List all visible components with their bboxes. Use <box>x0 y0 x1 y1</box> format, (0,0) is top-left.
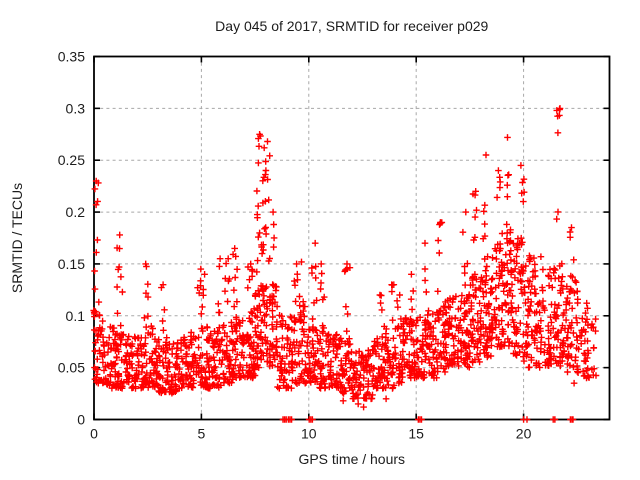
x-tick-label: 15 <box>408 426 424 442</box>
plot-border <box>93 55 611 421</box>
y-tick-label: 0.1 <box>66 308 86 324</box>
scatter-points <box>90 105 600 423</box>
y-axis-label: SRMTID / TECUs <box>9 183 25 293</box>
x-axis-label: GPS time / hours <box>298 451 405 467</box>
x-tick-label: 20 <box>516 426 532 442</box>
y-tick-label: 0.15 <box>58 256 85 272</box>
chart-title: Day 045 of 2017, SRMTID for receiver p02… <box>215 18 488 34</box>
y-tick-label: 0.05 <box>58 360 85 376</box>
y-tick-label: 0.3 <box>66 100 86 116</box>
y-tick-label: 0 <box>77 412 85 428</box>
x-tick-label: 5 <box>197 426 205 442</box>
y-tick-label: 0.2 <box>66 204 86 220</box>
y-tick-label: 0.35 <box>58 49 85 65</box>
x-tick-label: 0 <box>90 426 98 442</box>
y-tick-label: 0.25 <box>58 152 85 168</box>
x-tick-label: 10 <box>301 426 317 442</box>
